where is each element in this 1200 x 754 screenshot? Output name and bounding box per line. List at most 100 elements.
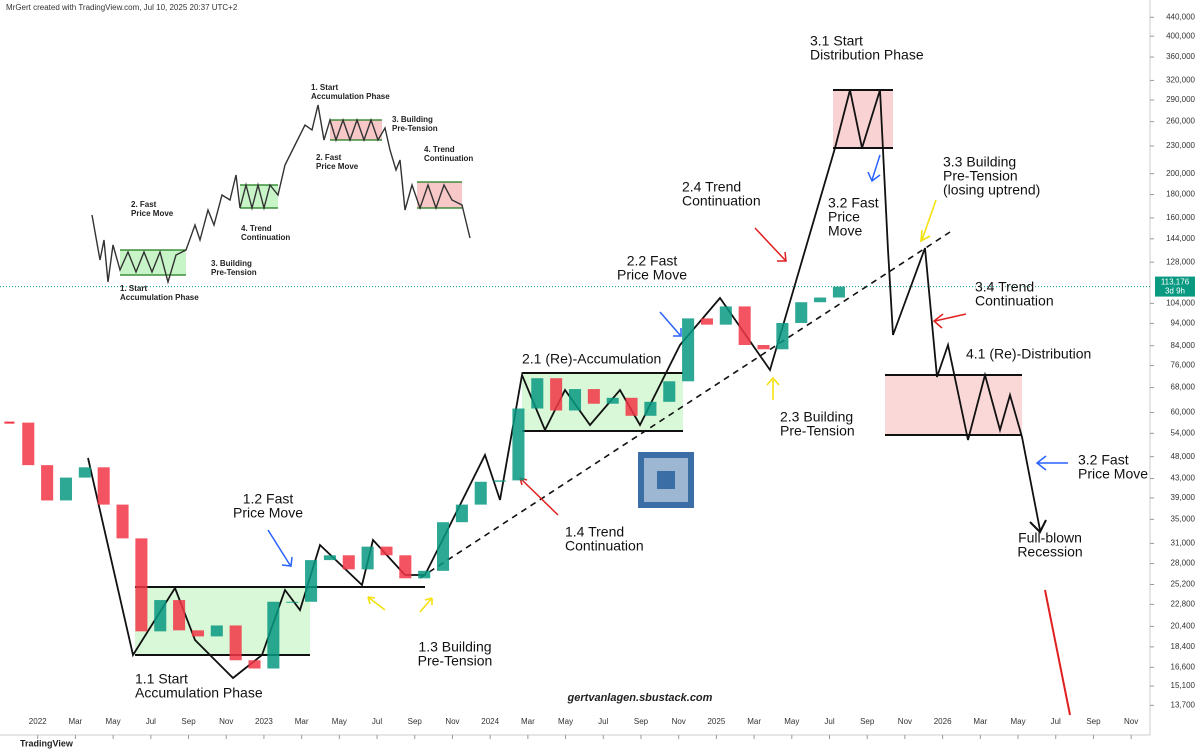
annotation: Pre-Tension [943, 168, 1018, 184]
y-tick-label: 13,700 [1171, 700, 1196, 709]
x-tick-label: Jul [372, 717, 382, 726]
annotation: Price Move [617, 267, 687, 283]
y-tick-label: 144,000 [1166, 234, 1195, 243]
y-tick-label: 43,000 [1171, 474, 1196, 483]
projection [1044, 589, 1071, 716]
x-tick-label: Mar [973, 717, 987, 726]
annotation: 3.1 Start [810, 33, 863, 49]
annotation: 2.1 (Re)-Accumulation [522, 351, 661, 367]
candle [418, 570, 431, 579]
y-tick-label: 54,000 [1171, 428, 1196, 437]
candle [606, 397, 619, 404]
candle [644, 401, 657, 416]
annotation: Continuation [565, 538, 644, 554]
candle [248, 660, 261, 669]
x-tick-label: 2022 [29, 717, 47, 726]
inset-label: 4. Trend [424, 145, 455, 154]
annotation: 1.3 Building [418, 639, 491, 655]
y-tick-label: 39,000 [1171, 493, 1196, 502]
zone [417, 182, 462, 208]
candle [173, 600, 186, 631]
overlay [87, 89, 1071, 716]
candle [757, 345, 770, 350]
candle [568, 389, 582, 411]
x-tick-label: 2026 [934, 717, 952, 726]
x-tick-label: Sep [634, 717, 649, 726]
annotation: 3.4 Trend [975, 279, 1034, 295]
arrow-head [1029, 519, 1047, 534]
annotation: Move [828, 223, 862, 239]
watermark: gertvanlagen.sbustack.com [567, 692, 713, 704]
annotation: Continuation [682, 193, 761, 209]
candle [361, 546, 374, 570]
y-tick-label: 440,000 [1166, 12, 1195, 21]
x-tick-label: Mar [69, 717, 83, 726]
last-price-label: 113,176 [1161, 278, 1190, 287]
inset-label: 3. Building [392, 115, 433, 124]
y-tick-label: 260,000 [1166, 117, 1195, 126]
inset-label: Pre-Tension [211, 268, 257, 277]
annotation: 3.3 Building [943, 154, 1016, 170]
candle [135, 538, 148, 632]
candle [700, 318, 713, 325]
x-tick-label: May [106, 717, 121, 726]
y-tick-label: 16,600 [1171, 662, 1196, 671]
inset-label: Continuation [241, 233, 290, 242]
level [120, 119, 462, 276]
inset-label: Price Move [316, 162, 359, 171]
candle [832, 286, 845, 298]
x-tick-label: Mar [521, 717, 535, 726]
inset-label: 2. Fast [131, 200, 157, 209]
y-tick-label: 22,800 [1171, 599, 1196, 608]
header: MrGert created with TradingView.com, Jul… [6, 3, 238, 12]
x-tick-label: 2023 [255, 717, 273, 726]
x-tick-label: Sep [1086, 717, 1101, 726]
annotation: 2.2 Fast [627, 253, 678, 269]
x-tick-label: Mar [295, 717, 309, 726]
x-tick-label: Jul [146, 717, 156, 726]
annotation: Pre-Tension [418, 653, 493, 669]
x-tick-label: Sep [860, 717, 875, 726]
y-tick-label: 180,000 [1166, 190, 1195, 199]
candle [22, 422, 35, 466]
candle [493, 480, 506, 482]
arrow [367, 199, 937, 613]
y-tick-label: 104,000 [1166, 298, 1195, 307]
x-tick-label: May [1010, 717, 1025, 726]
x-tick-label: Mar [747, 717, 761, 726]
candle [380, 546, 393, 556]
inset-label: Accumulation Phase [120, 293, 199, 302]
y-tick-label: 31,000 [1171, 539, 1196, 548]
candle [437, 522, 450, 571]
x-tick-label: Jul [1051, 717, 1061, 726]
annotation: 4.1 (Re)-Distribution [966, 346, 1091, 362]
annotation: Recession [1017, 544, 1082, 560]
countdown: 3d 9h [1165, 287, 1185, 296]
inset-label: Price Move [131, 209, 174, 218]
inset-label: Pre-Tension [392, 124, 438, 133]
arrow [267, 154, 1068, 567]
candle [41, 465, 54, 501]
inset-label: Accumulation Phase [311, 92, 390, 101]
y-tick-label: 320,000 [1166, 76, 1195, 85]
y-tick-label: 128,000 [1166, 257, 1195, 266]
annotation: 1.1 Start [135, 671, 188, 687]
annotation: Full-blown [1018, 530, 1082, 546]
annotation: 2.3 Building [780, 409, 853, 425]
candle [474, 481, 487, 505]
y-tick-label: 94,000 [1171, 319, 1196, 328]
y-tick-label: 76,000 [1171, 361, 1196, 370]
inset-label: 2. Fast [316, 153, 342, 162]
x-tick-label: Nov [219, 717, 233, 726]
candle [154, 600, 167, 632]
x-tick-label: Nov [672, 717, 686, 726]
x-tick-label: May [332, 717, 347, 726]
candle [116, 504, 129, 539]
annotation: Price Move [233, 505, 303, 521]
x-tick-label: Sep [181, 717, 196, 726]
y-tick-label: 48,000 [1171, 452, 1196, 461]
candle [97, 467, 110, 505]
last-price-box [1155, 276, 1195, 297]
candle [738, 306, 751, 346]
